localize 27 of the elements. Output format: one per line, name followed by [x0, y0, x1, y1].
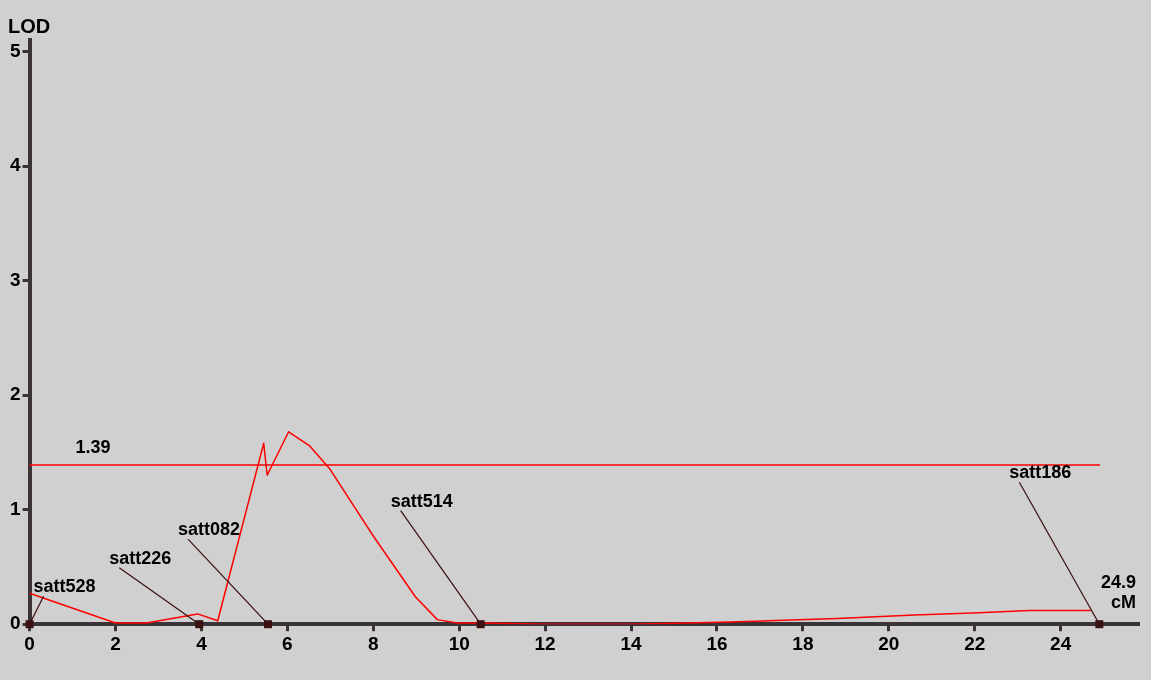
annotation: satt186 — [1009, 462, 1072, 483]
x-tick-label: 18 — [792, 632, 814, 654]
x-tick-label: 8 — [367, 632, 379, 654]
annotation: satt514 — [390, 490, 453, 511]
y-tick-label: 5 — [9, 39, 21, 61]
y-tick-label: 4 — [9, 154, 21, 176]
annotation: 24.9 cM — [1100, 572, 1136, 613]
x-tick-label: 16 — [706, 632, 728, 654]
y-tick-label: 1 — [9, 497, 21, 519]
x-tick-label: 12 — [534, 632, 556, 654]
x-tick-label: 4 — [196, 632, 208, 654]
x-tick-label: 20 — [878, 632, 900, 654]
x-tick-label: 0 — [24, 632, 35, 654]
annotation: satt528 — [33, 576, 96, 597]
x-tick-label: 24 — [1050, 632, 1072, 654]
x-tick-label: 2 — [110, 632, 121, 654]
y-tick-label: 2 — [9, 383, 21, 405]
x-tick-label: 22 — [964, 632, 986, 654]
x-tick-label: 14 — [620, 632, 643, 654]
annotation: satt082 — [178, 519, 241, 540]
ref-line-label: 1.39 — [75, 436, 111, 457]
y-tick-label: 3 — [9, 268, 21, 290]
x-tick-label: 6 — [282, 632, 293, 654]
annotation: satt226 — [109, 547, 172, 568]
y-tick-label: 0 — [9, 612, 21, 634]
x-tick-label: 10 — [448, 632, 470, 654]
y-axis-title: LOD — [8, 15, 51, 37]
